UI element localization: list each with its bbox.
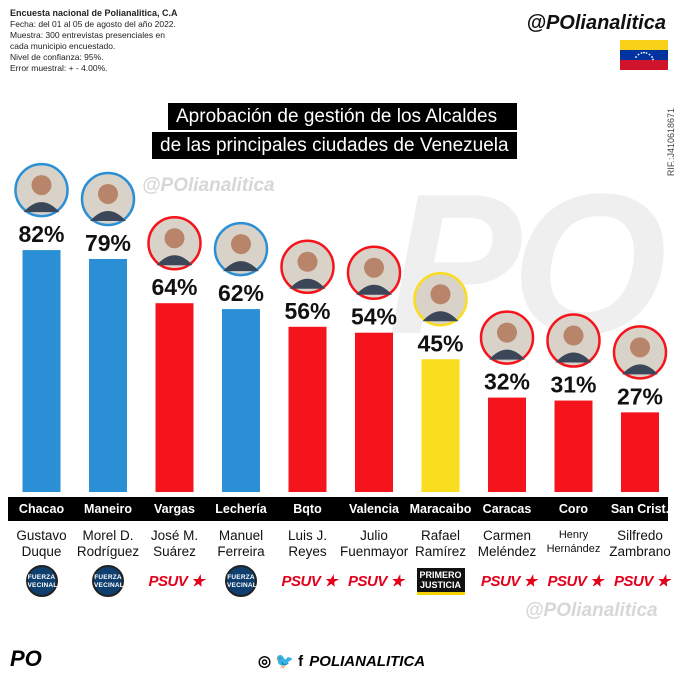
survey-info: Encuesta nacional de Polianalitica, C.A … [10,8,210,74]
city-label: Chacao [18,502,65,516]
mayor-name: Manuel Ferreira [217,528,265,559]
survey-line: Muestra: 300 entrevistas presenciales en [10,30,165,40]
city-label: Maneiro [84,502,132,516]
city-label: Lechería [215,502,267,516]
mayor-photo-icon [413,272,468,327]
mayor-photo-icon [280,239,335,295]
survey-org: Encuesta nacional de Polianalitica, C.A [10,8,178,18]
watermark-handle-bottom: @POlianalitica [525,600,658,621]
mayor-photo-icon [612,325,668,380]
bar-vargas [155,303,194,492]
city-label: Maracaibo [409,502,472,516]
data-label: 27% [617,383,663,409]
mayor-name: Julio Fuenmayor [340,528,409,559]
psuv-logo-icon: PSUV ★ [281,573,338,590]
bar-chacao [22,250,61,492]
bar-maneiro [89,258,127,492]
data-label: 56% [284,298,330,324]
chart-title: Aprobación de gestión de los Alcaldes de… [152,103,517,161]
psuv-logo-icon: PSUV ★ [148,573,205,590]
footer-logo: PO [10,646,42,671]
psuv-logo-icon: PSUV ★ [547,573,604,590]
mayor-photo-icon [346,245,402,300]
survey-line: Nivel de confianza: 95%. [10,52,104,62]
footer-social: ◎ 🐦 f POLIANALITICA [258,652,425,670]
bar-sancrist [621,412,659,492]
survey-line: cada municipio encuestado. [10,41,116,51]
fuerza-vecinal-logo-icon: FUERZA VECINAL [25,565,58,597]
mayor-photo-icon [213,221,269,277]
fuerza-vecinal-logo-icon: FUERZA VECINAL [92,565,124,597]
bar-coro [554,400,593,492]
survey-line: Fecha: del 01 al 05 de agosto del año 20… [10,19,176,29]
mayor-photo-icon [546,313,601,368]
city-label: Caracas [482,502,532,516]
data-label: 45% [417,330,463,356]
social-handle: POLIANALITICA [309,653,426,670]
bar-valencia [355,332,393,492]
bar-lechera [222,309,260,492]
mayor-photo-icon [14,162,69,218]
mayor-name: José M. Suárez [150,528,199,559]
psuv-logo-icon: PSUV ★ [614,573,670,590]
data-label: 79% [85,230,131,256]
mayor-photo-icon [80,171,136,227]
mayor-name: Carmen Meléndez [477,528,537,559]
city-label: San Crist. [610,502,670,516]
chart-title-line-2: de las principales ciudades de Venezuela [152,132,517,159]
city-label: Bqto [293,502,322,516]
brand-handle: @POlianalitica [526,12,666,34]
data-label: 62% [218,280,264,306]
bar-caracas [488,397,526,492]
data-label: 32% [484,369,530,395]
bar-bqto [288,326,327,492]
venezuela-flag-icon [620,40,668,70]
social-icons: ◎ 🐦 f [258,653,304,670]
data-label: 54% [351,304,397,330]
mayor-name: Rafael Ramírez [414,528,466,559]
mayor-photo-icon [479,310,535,365]
data-label: 31% [550,372,596,398]
mayor-name: Silfredo Zambrano [609,528,671,559]
psuv-logo-icon: PSUV ★ [481,573,537,590]
watermark-handle-top: @POlianalitica [142,175,275,196]
mayor-photo-icon [147,215,202,271]
city-label: Valencia [348,502,400,516]
fuerza-vecinal-logo-icon: FUERZA VECINAL [225,565,257,597]
mayor-name: Gustavo Duque [16,528,67,559]
chart-title-line-1: Aprobación de gestión de los Alcaldes [168,103,517,130]
survey-line: Error muestral: + - 4.00%. [10,63,108,73]
mayor-name: Morel D. Rodríguez [76,528,140,559]
psuv-logo-icon: PSUV ★ [348,573,404,590]
primero-justicia-logo-icon: PRIMERO JUSTICIA [416,568,465,595]
data-label: 64% [151,274,197,300]
city-label: Coro [558,502,589,516]
city-label: Vargas [153,502,195,516]
mayor-name: Luis J. Reyes [287,528,328,559]
data-label: 82% [18,221,64,247]
bar-maracaibo [421,359,460,492]
footer [0,642,680,680]
city-label-band [8,497,668,521]
mayor-name: Henry Hernández [546,529,601,555]
